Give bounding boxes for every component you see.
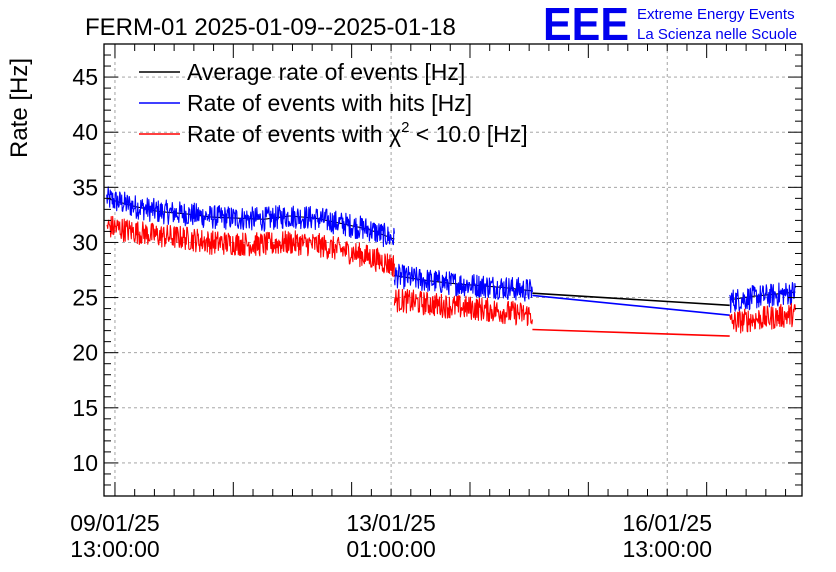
eee-logo-line2: La Scienza nelle Scuole — [637, 26, 797, 43]
x-tick-label-date: 09/01/25 — [70, 510, 160, 536]
grid — [104, 44, 802, 496]
y-tick-label: 45 — [72, 64, 98, 90]
series-rate-chi2 — [106, 215, 796, 337]
chart-title: FERM-01 2025-01-09--2025-01-18 — [85, 14, 456, 41]
x-tick-label-time: 13:00:00 — [70, 536, 160, 562]
legend-label-suffix: < 10.0 [Hz] — [409, 121, 527, 147]
series-line — [729, 281, 796, 313]
series-line — [532, 328, 730, 337]
x-tick-label-date: 16/01/25 — [622, 510, 712, 536]
eee-logo-line1: Extreme Energy Events — [637, 6, 795, 23]
eee-logo: EEE Extreme Energy Events La Scienza nel… — [543, 0, 797, 50]
plot-frame — [103, 43, 803, 497]
y-tick-label: 15 — [72, 395, 98, 421]
plot-series — [106, 186, 796, 337]
series-line — [106, 186, 395, 248]
y-tick-label: 35 — [72, 174, 98, 200]
legend-label: Average rate of events [Hz] — [187, 59, 465, 85]
series-line — [532, 294, 730, 316]
series-line — [393, 263, 533, 302]
y-tick-label: 25 — [72, 285, 98, 311]
series-line — [106, 215, 395, 278]
legend-label: Rate of events with χ2 < 10.0 [Hz] — [187, 119, 528, 147]
y-tick-label: 40 — [72, 119, 98, 145]
legend-label-prefix: Rate of events with — [187, 121, 389, 147]
x-tick-label-time: 13:00:00 — [622, 536, 712, 562]
legend-superscript: 2 — [401, 119, 409, 136]
x-tick-label-date: 13/01/25 — [346, 510, 436, 536]
x-tick-label-time: 01:00:00 — [346, 536, 436, 562]
axes: 101520253035404509/01/2513:00:0013/01/25… — [70, 43, 803, 562]
series-line — [393, 288, 533, 327]
y-tick-label: 10 — [72, 450, 98, 476]
legend-label: Rate of events with hits [Hz] — [187, 90, 472, 116]
legend-chi-symbol: χ — [389, 121, 401, 147]
y-tick-label: 20 — [72, 340, 98, 366]
series-line — [532, 292, 730, 307]
legend: Average rate of events [Hz] Rate of event… — [139, 59, 528, 147]
series-line — [729, 303, 796, 334]
y-axis-label: Rate [Hz] — [6, 58, 33, 158]
eee-logo-mark: EEE — [543, 0, 629, 50]
series-rate-with-hits — [106, 186, 796, 316]
y-tick-label: 30 — [72, 229, 98, 255]
